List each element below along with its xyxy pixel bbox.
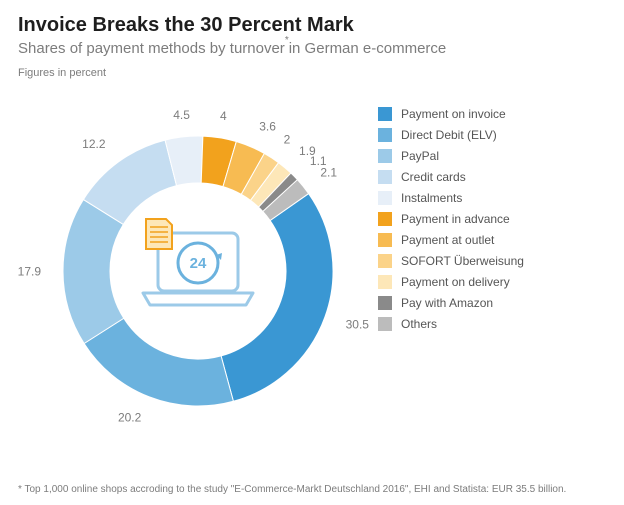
chart-legend: Payment on invoice Direct Debit (ELV) PayP…	[378, 81, 524, 338]
legend-label: Payment on delivery	[401, 275, 510, 289]
legend-label: Payment in advance	[401, 212, 510, 226]
page-subtitle: Shares of payment methods by turnover*in…	[18, 39, 606, 57]
slice-value-label: 17.9	[18, 265, 41, 279]
legend-swatch	[378, 317, 392, 331]
slice-value-label: 2.1	[320, 166, 337, 180]
legend-item: Direct Debit (ELV)	[378, 128, 524, 142]
svg-text:24: 24	[190, 255, 207, 272]
legend-swatch	[378, 275, 392, 289]
slice-value-label: 20.2	[118, 410, 142, 424]
figures-label: Figures in percent	[18, 67, 606, 79]
legend-swatch	[378, 170, 392, 184]
donut-slice	[84, 318, 233, 406]
legend-swatch	[378, 254, 392, 268]
footnote: * Top 1,000 online shops accroding to th…	[18, 484, 566, 495]
legend-label: Instalments	[401, 191, 462, 205]
legend-item: Instalments	[378, 191, 524, 205]
subtitle-prefix: Shares of payment methods by turnover	[18, 40, 285, 57]
page-title: Invoice Breaks the 30 Percent Mark	[18, 14, 606, 37]
legend-swatch	[378, 296, 392, 310]
legend-item: PayPal	[378, 149, 524, 163]
slice-value-label: 12.2	[82, 137, 106, 151]
legend-label: Direct Debit (ELV)	[401, 128, 497, 142]
legend-swatch	[378, 233, 392, 247]
legend-item: Payment on invoice	[378, 107, 524, 121]
legend-swatch	[378, 107, 392, 121]
legend-item: Payment on delivery	[378, 275, 524, 289]
center-laptop-icon: 24	[143, 219, 253, 305]
legend-item: Others	[378, 317, 524, 331]
slice-value-label: 3.6	[259, 119, 276, 133]
legend-swatch	[378, 191, 392, 205]
legend-label: SOFORT Überweisung	[401, 254, 524, 268]
slice-value-label: 4	[220, 109, 227, 123]
legend-label: Others	[401, 317, 437, 331]
slice-value-label: 2	[284, 132, 291, 146]
legend-swatch	[378, 212, 392, 226]
donut-chart: 30.520.217.912.24.543.621.91.12.124	[18, 81, 378, 441]
legend-item: SOFORT Überweisung	[378, 254, 524, 268]
legend-label: Payment on invoice	[401, 107, 506, 121]
legend-label: Credit cards	[401, 170, 466, 184]
subtitle-suffix: in German e-commerce	[289, 40, 447, 57]
legend-swatch	[378, 128, 392, 142]
donut-slice	[63, 200, 124, 344]
slice-value-label: 30.5	[346, 317, 370, 331]
legend-swatch	[378, 149, 392, 163]
legend-label: Pay with Amazon	[401, 296, 493, 310]
legend-label: PayPal	[401, 149, 439, 163]
legend-label: Payment at outlet	[401, 233, 494, 247]
legend-item: Payment at outlet	[378, 233, 524, 247]
legend-item: Payment in advance	[378, 212, 524, 226]
legend-item: Pay with Amazon	[378, 296, 524, 310]
legend-item: Credit cards	[378, 170, 524, 184]
slice-value-label: 4.5	[173, 108, 190, 122]
